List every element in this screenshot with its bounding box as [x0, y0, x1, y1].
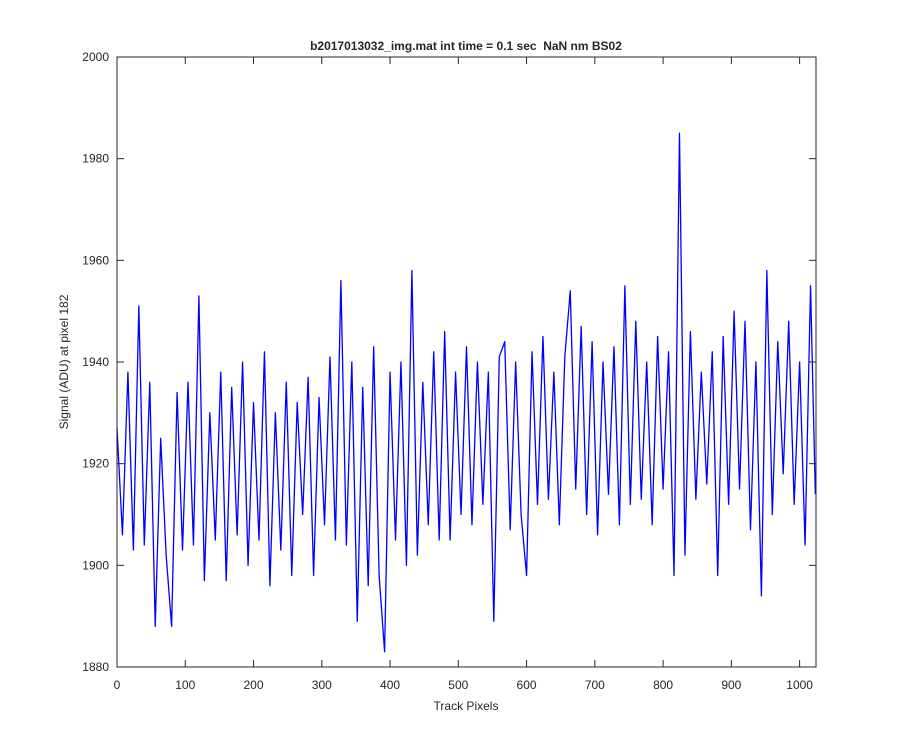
- x-tick-label: 900: [721, 678, 741, 692]
- y-axis-label: Signal (ADU) at pixel 182: [57, 294, 71, 429]
- x-tick-label: 400: [380, 678, 400, 692]
- x-tick-label: 1000: [786, 678, 813, 692]
- x-tick-label: 700: [585, 678, 605, 692]
- y-tick-label: 1880: [82, 660, 109, 674]
- y-tick-label: 1940: [82, 355, 109, 369]
- x-tick-label: 500: [448, 678, 468, 692]
- y-tick-label: 1980: [82, 152, 109, 166]
- x-tick-label: 800: [653, 678, 673, 692]
- x-tick-label: 0: [114, 678, 121, 692]
- y-tick-label: 1960: [82, 253, 109, 267]
- x-axis-label: Track Pixels: [434, 699, 499, 713]
- y-tick-label: 1920: [82, 457, 109, 471]
- x-tick-label: 300: [312, 678, 332, 692]
- y-tick-label: 1900: [82, 558, 109, 572]
- y-tick-label: 2000: [82, 50, 109, 64]
- x-tick-label: 200: [244, 678, 264, 692]
- chart-title: b2017013032_img.mat int time = 0.1 sec N…: [310, 39, 622, 53]
- data-line: [116, 132, 816, 653]
- x-tick-label: 100: [175, 678, 195, 692]
- x-tick-label: 600: [517, 678, 537, 692]
